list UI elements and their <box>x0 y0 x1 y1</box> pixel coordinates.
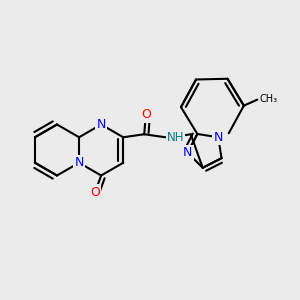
Text: N: N <box>97 118 106 131</box>
Text: N: N <box>74 156 84 169</box>
Text: NH: NH <box>167 131 184 144</box>
Text: O: O <box>90 185 100 199</box>
Text: N: N <box>183 146 192 159</box>
Text: N: N <box>214 131 223 144</box>
Text: CH₃: CH₃ <box>260 94 278 104</box>
Text: O: O <box>141 108 151 121</box>
